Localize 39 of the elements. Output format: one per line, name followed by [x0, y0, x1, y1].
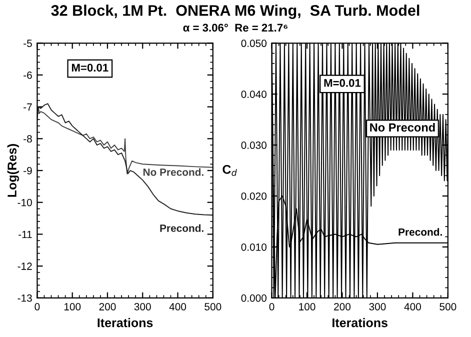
x-tick-label: 0	[269, 303, 274, 310]
x-tick-label: 400	[169, 303, 186, 310]
x-axis-title: Iterations	[98, 318, 153, 328]
x-tick-label: 500	[204, 303, 222, 310]
y-tick-label: 0.020	[241, 192, 266, 200]
y-axis-title: C$_{d}$	[222, 165, 237, 176]
x-axis-title: Iterations	[332, 318, 388, 328]
x-tick-label: 400	[404, 303, 421, 310]
y-tick-label: -11	[18, 230, 32, 238]
y-tick-label: -7	[24, 103, 32, 111]
y-tick-label: -10	[18, 198, 32, 206]
y-tick-label: -13	[18, 294, 32, 302]
y-tick-label: 0.030	[241, 142, 266, 149]
series-label: Precond.	[160, 224, 204, 232]
y-tick-label: -9	[24, 167, 32, 174]
x-tick-label: 300	[369, 303, 386, 310]
y-tick-label: -8	[24, 135, 32, 143]
y-tick-label: 0.000	[241, 294, 266, 302]
y-axis-title: Log(Res)	[7, 144, 19, 197]
legend-label: No Precond	[370, 122, 435, 132]
x-tick-label: 100	[64, 303, 81, 310]
x-tick-label: 100	[299, 303, 316, 310]
series-label: No Precond.	[143, 168, 204, 176]
x-tick-label: 0	[34, 303, 40, 310]
annotation: M=0.01	[72, 64, 108, 72]
x-tick-label: 500	[440, 303, 456, 310]
y-tick-label: 0.050	[241, 40, 266, 48]
legend-label: Precond.	[398, 228, 442, 236]
y-tick-label: -12	[18, 262, 32, 270]
text: α = 3.06° Re = 21.7⁶	[183, 24, 288, 32]
y-tick-label: 0.010	[241, 243, 266, 251]
x-tick-label: 200	[334, 303, 351, 310]
x-tick-label: 300	[134, 303, 151, 310]
y-tick-label: -5	[24, 40, 32, 48]
x-tick-label: 200	[99, 303, 116, 310]
chart-title: 32 Block, 1M Pt. ONERA M6 Wing, SA Turb. Model	[51, 4, 420, 19]
y-tick-label: -6	[24, 71, 32, 79]
y-tick-label: 0.040	[241, 90, 266, 98]
annotation: M=0.01	[324, 79, 361, 87]
